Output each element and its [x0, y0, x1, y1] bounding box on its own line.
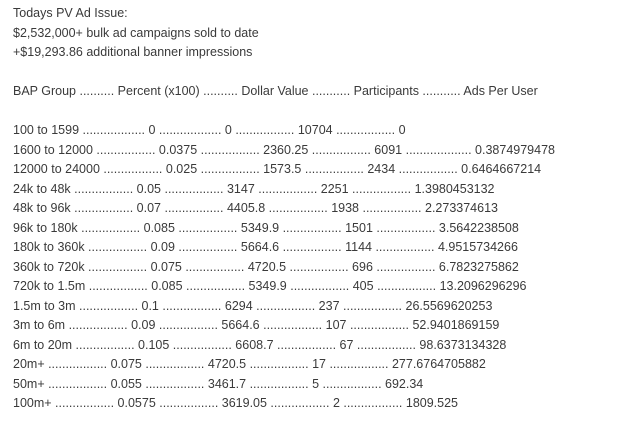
- table-row: 180k to 360k ................. 0.09 ....…: [13, 240, 518, 254]
- table-header: BAP Group .......... Percent (x100) ....…: [13, 84, 538, 98]
- spacer: [13, 102, 629, 122]
- table-row: 20m+ ................. 0.075 ...........…: [13, 357, 486, 371]
- table-row: 24k to 48k ................. 0.05 ......…: [13, 181, 495, 196]
- table-row: 1600 to 12000 ................. 0.0375 .…: [13, 142, 555, 157]
- table-row: 100m+ ................. 0.0575 .........…: [13, 396, 459, 410]
- table-row: 6m to 20m ................. 0.105 ......…: [13, 337, 507, 352]
- table-row: 50m+ ................. 0.055 ...........…: [13, 376, 424, 391]
- table-row: 1.5m to 3m ................. 0.1 .......…: [13, 298, 493, 313]
- table-row: 48k to 96k ................. 0.07 ......…: [13, 201, 498, 215]
- table-row: 3m to 6m ................. 0.09 ........…: [13, 318, 500, 332]
- bulk-campaigns-line: $2,532,000+ bulk ad campaigns sold to da…: [13, 25, 259, 40]
- table-row: 12000 to 24000 ................. 0.025 .…: [13, 162, 542, 176]
- ad-issue-document: Todays PV Ad Issue: $2,532,000+ bulk ad …: [13, 6, 629, 410]
- spacer: [13, 63, 629, 83]
- table-row: 720k to 1.5m ................. 0.085 ...…: [13, 279, 527, 293]
- table-row: 360k to 720k ................. 0.075 ...…: [13, 259, 519, 274]
- banner-impressions-line: +$19,293.86 additional banner impression…: [13, 45, 253, 59]
- issue-title: Todays PV Ad Issue:: [13, 6, 128, 20]
- table-row: 96k to 180k ................. 0.085 ....…: [13, 220, 519, 235]
- table-row: 100 to 1599 .................. 0 .......…: [13, 123, 406, 137]
